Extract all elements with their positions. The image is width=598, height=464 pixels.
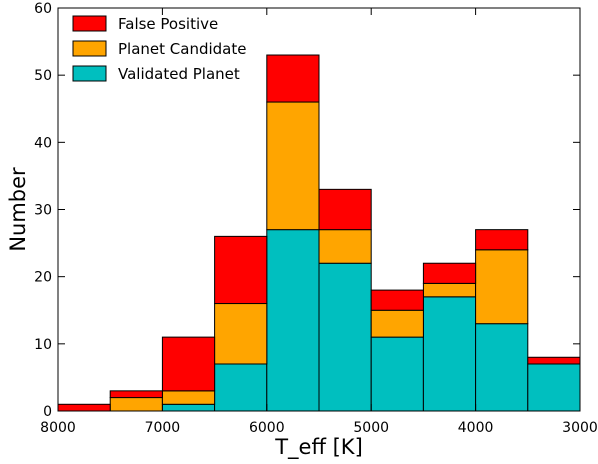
legend-swatch-planet-candidate (72, 40, 107, 57)
bar-validated-planet-7 (422, 296, 477, 412)
bar-validated-planet-2 (161, 403, 216, 412)
x-tick-label-4: 4000 (458, 420, 494, 436)
bar-false-positive-2 (161, 336, 216, 392)
bars-layer (57, 54, 581, 412)
plot-frame (57, 7, 581, 412)
legend-swatch-validated-planet (72, 65, 107, 82)
y-tick-label-3: 30 (34, 203, 52, 219)
x-tick-label-0: 8000 (40, 420, 76, 436)
legend-label-false-positive: False Positive (118, 15, 218, 33)
bar-validated-planet-6 (370, 336, 424, 412)
legend-label-validated-planet: Validated Planet (118, 65, 240, 83)
bar-false-positive-7 (422, 262, 477, 284)
bar-planet-candidate-3 (214, 303, 268, 365)
y-axis-label: Number (6, 167, 30, 252)
x-axis-label: T_eff [K] (274, 435, 363, 460)
bar-planet-candidate-6 (370, 309, 424, 338)
x-tick-label-1: 7000 (145, 420, 181, 436)
x-tick-label-2: 6000 (249, 420, 285, 436)
bar-false-positive-4 (266, 54, 320, 103)
y-tick-label-2: 20 (34, 270, 52, 286)
bar-validated-planet-9 (527, 363, 581, 412)
bar-false-positive-3 (214, 235, 268, 305)
y-tick-label-1: 10 (34, 337, 52, 353)
x-tick-label-3: 5000 (353, 420, 389, 436)
y-tick-label-0: 0 (43, 404, 52, 420)
bar-planet-candidate-2 (161, 390, 216, 405)
tick-labels-layer: 8000 7000 6000 5000 4000 3000 0 10 20 30 40 50 60 (34, 1, 598, 436)
y-tick-label-5: 50 (34, 68, 52, 84)
bar-validated-planet-8 (475, 323, 529, 412)
bar-planet-candidate-7 (422, 282, 477, 298)
bar-false-positive-1 (109, 390, 163, 399)
bar-false-positive-6 (370, 289, 424, 311)
legend-label-planet-candidate: Planet Candidate (118, 40, 246, 58)
bar-false-positive-9 (527, 356, 581, 365)
bar-planet-candidate-8 (475, 249, 529, 325)
legend-swatch-false-positive (72, 15, 107, 32)
y-tick-label-6: 60 (34, 1, 52, 17)
bar-validated-planet-3 (214, 363, 268, 412)
bar-false-positive-5 (318, 188, 372, 231)
legend: False Positive Planet Candidate Validated … (72, 15, 246, 83)
bar-false-positive-0 (57, 403, 111, 412)
bar-false-positive-8 (475, 229, 529, 251)
bar-planet-candidate-4 (266, 101, 320, 231)
bar-validated-planet-5 (318, 262, 372, 412)
y-tick-label-4: 40 (34, 135, 52, 151)
bar-planet-candidate-5 (318, 229, 372, 264)
bar-planet-candidate-1 (109, 397, 163, 412)
bar-validated-planet-4 (266, 229, 320, 412)
x-tick-label-5: 3000 (562, 420, 598, 436)
